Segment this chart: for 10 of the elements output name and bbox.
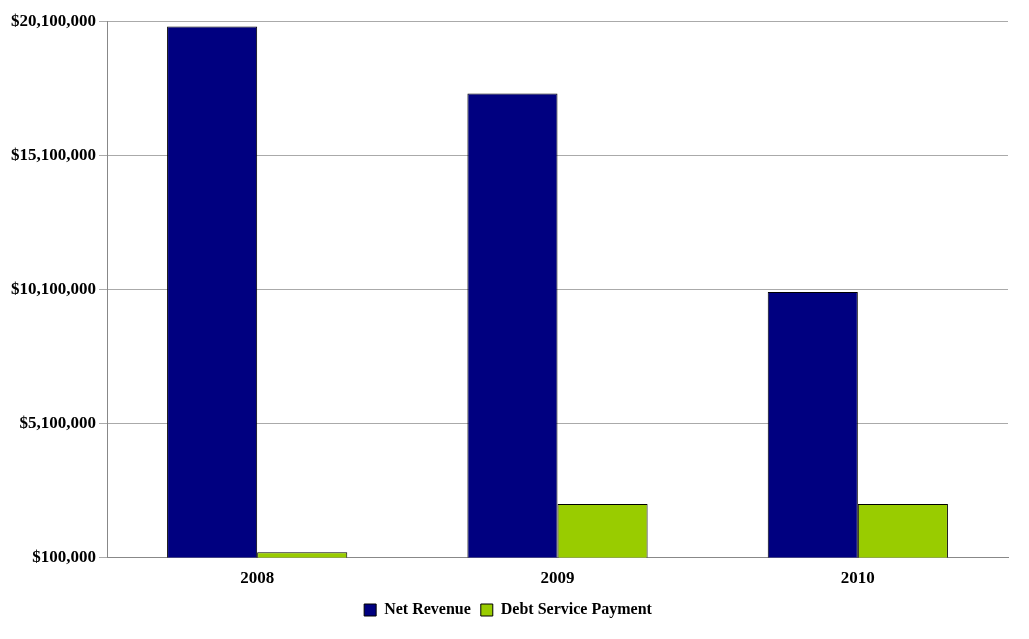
y-tick-label: $15,100,000 bbox=[11, 144, 96, 164]
x-tick-label: 2009 bbox=[540, 568, 575, 588]
y-tick-label: $10,100,000 bbox=[11, 278, 96, 298]
y-tick-label: $5,100,000 bbox=[19, 412, 96, 432]
x-tick-label: 2008 bbox=[240, 568, 275, 588]
y-tick-label: $20,100,000 bbox=[11, 10, 96, 30]
legend-label: Debt Service Payment bbox=[500, 600, 653, 619]
x-tick-label: 2010 bbox=[840, 568, 875, 588]
legend-label: Net Revenue bbox=[384, 600, 471, 618]
y-tick-label: $100,000 bbox=[32, 546, 96, 566]
